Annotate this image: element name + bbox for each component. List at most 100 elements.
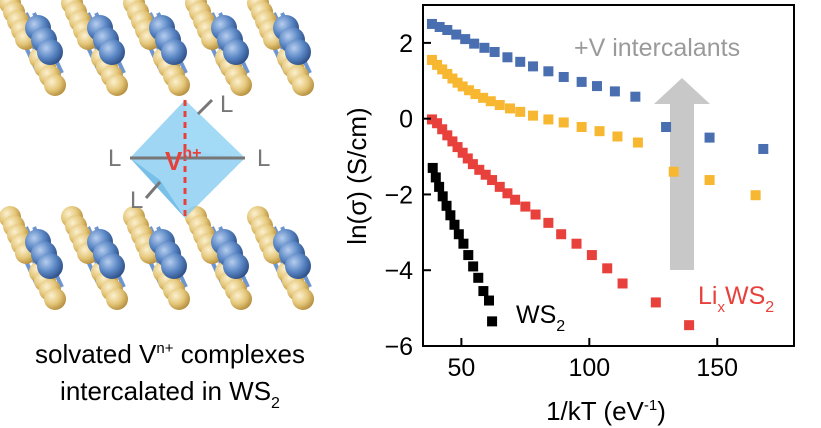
data-point [556,229,567,240]
tungsten-atom [37,39,63,65]
y-tick-label: 2 [399,30,413,58]
data-point [591,81,602,92]
data-point [463,250,474,261]
x-tick-label: 150 [696,354,738,382]
plot-frame [422,4,795,347]
ligand-label-bottom: L [130,187,143,214]
series-blue [426,18,769,154]
y-axis-title: ln(σ) (S/cm) [342,107,372,244]
intercalant-arrow [654,78,710,270]
data-point [661,122,672,133]
data-point [758,143,769,154]
caption-line-2: intercalated in WS2 [60,376,280,412]
data-point [484,295,495,306]
ws2-layer-bottom [0,206,314,310]
x-tick-label: 50 [447,354,475,382]
data-point [515,56,526,67]
data-point [576,76,587,87]
data-point [489,46,500,57]
data-point [576,122,587,133]
data-point [704,175,715,186]
arrow-shaft [670,98,694,270]
data-point [571,238,582,249]
x-tick-label: 100 [568,354,610,382]
data-point [609,86,620,97]
tungsten-atom [99,39,125,65]
data-point [520,201,531,212]
tungsten-atom [285,39,311,65]
crystal-structure-illustration: Vn+ L L L L solvated Vn+ complexes inter… [0,0,314,412]
data-point [650,297,661,308]
sulfur-atom [106,288,128,310]
data-point [630,91,641,102]
data-point [452,142,463,153]
data-point [457,81,468,92]
data-point [473,272,484,283]
sulfur-atom [230,288,252,310]
data-point [612,131,623,142]
data-point [528,61,539,72]
data-point [480,169,491,180]
data-point [558,117,569,128]
data-point [447,73,458,84]
data-point [528,110,539,121]
data-point [453,229,464,240]
data-point [668,166,679,177]
data-point [437,64,448,75]
series-orange [426,54,761,201]
x-axis-title: 1/kT (eV-1) [546,396,666,426]
data-point [750,190,761,201]
data-point [502,52,513,63]
data-point [478,286,489,297]
data-point [442,25,453,36]
data-point [432,118,443,129]
sulfur-atom [230,74,252,96]
data-point [441,200,452,211]
vanadium-octahedron: Vn+ L L L L [108,91,270,218]
data-point [478,92,489,103]
data-point [504,103,515,114]
data-point [437,191,448,202]
data-point [427,162,438,173]
data-point [462,153,473,164]
tungsten-atom [99,253,125,279]
data-point [602,263,613,274]
tungsten-atom [161,253,187,279]
ligand-label-top: L [220,91,233,118]
data-point [447,136,458,147]
data-point [487,175,498,186]
data-point [515,106,526,117]
sulfur-atom [292,288,314,310]
y-tick-label: −4 [384,257,413,285]
sulfur-atom [168,74,190,96]
data-point [543,217,554,228]
data-point [426,54,437,65]
sulfur-atom [44,74,66,96]
lixws2-series-label: LixWS2 [698,282,774,316]
ligand-label-right: L [257,145,270,172]
data-point [502,188,513,199]
data-point [434,181,445,192]
data-point [442,130,453,141]
data-point [434,21,445,32]
ws2-layer-top [0,0,314,96]
data-point [479,42,490,53]
data-point [470,89,481,100]
data-point [426,18,437,29]
data-point [594,126,605,137]
data-point [445,210,456,221]
data-point [458,238,469,249]
tungsten-atom [223,253,249,279]
ligand-bond-lower [144,181,162,199]
data-point [449,219,460,230]
data-point [632,137,643,148]
caption-line-1: solvated Vn+ complexes [35,339,305,369]
y-tick-label: 0 [399,106,413,134]
data-series [426,18,769,331]
sulfur-atom [106,74,128,96]
data-point [494,181,505,192]
y-tick-label: −2 [384,181,413,209]
data-point [558,71,569,82]
data-point [426,114,437,125]
